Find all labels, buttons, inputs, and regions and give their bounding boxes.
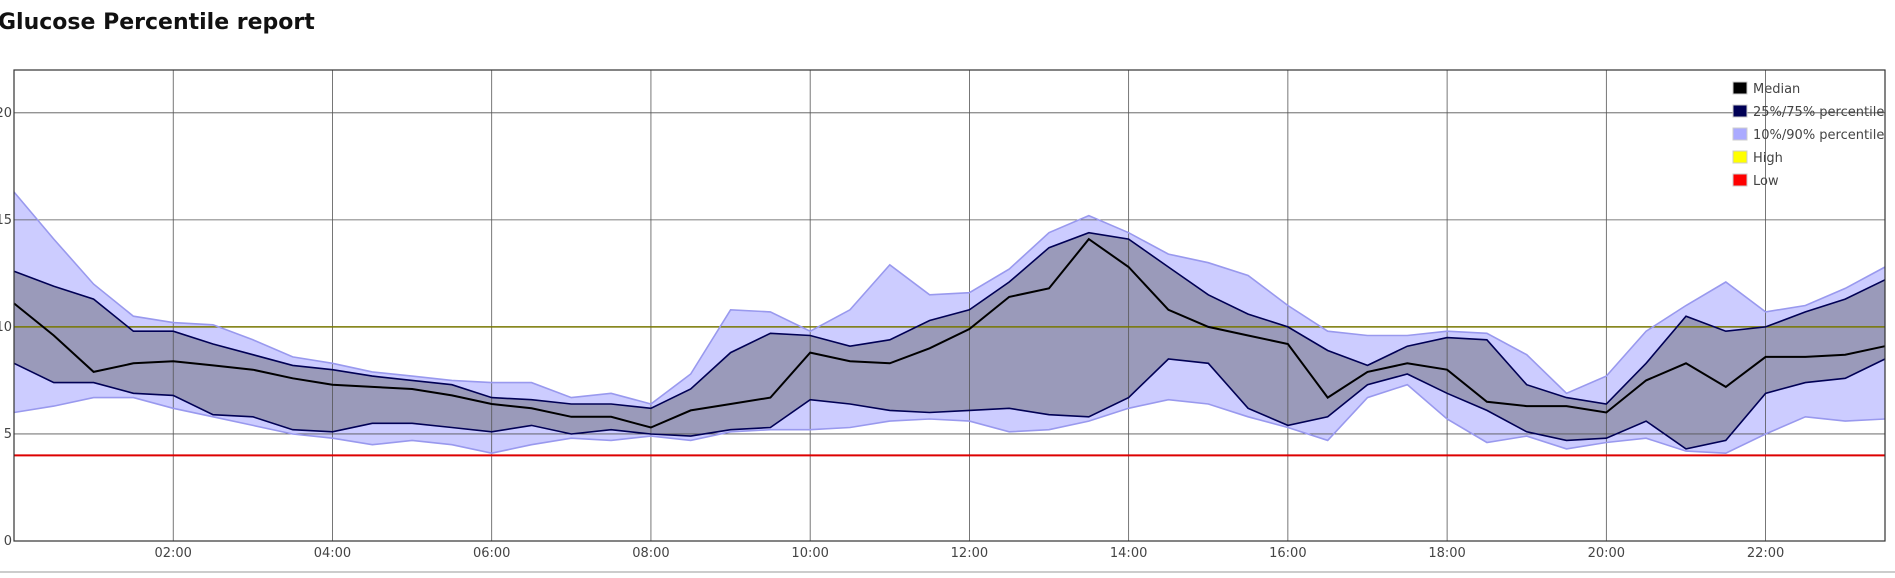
y-tick-label: 15 bbox=[0, 213, 12, 228]
p90-line bbox=[13, 191, 1886, 405]
page-title: Glucose Percentile report bbox=[0, 10, 315, 35]
p10-line bbox=[13, 383, 1886, 455]
legend: Median 25%/75% percentile 10%/90% percenti… bbox=[1732, 81, 1884, 189]
legend-label: High bbox=[1753, 151, 1783, 166]
x-tick-label: 04:00 bbox=[314, 546, 351, 561]
legend-label: 25%/75% percentile bbox=[1753, 105, 1884, 120]
legend-label: 10%/90% percentile bbox=[1753, 128, 1884, 143]
y-tick-label: 0 bbox=[4, 534, 12, 549]
threshold-lines bbox=[14, 326, 1885, 457]
legend-item-p25_75: 25%/75% percentile bbox=[1732, 104, 1884, 120]
percentile-lines bbox=[13, 191, 1886, 455]
y-tick-label: 20 bbox=[0, 106, 12, 121]
plot-frame bbox=[13, 69, 1886, 542]
legend-item-low: Low bbox=[1732, 173, 1779, 189]
x-axis-ticks: 02:00 04:00 06:00 08:00 10:00 12:00 14:00 16:00… bbox=[154, 546, 1784, 561]
x-tick-label: 14:00 bbox=[1110, 546, 1147, 561]
x-tick-label: 12:00 bbox=[951, 546, 988, 561]
legend-swatch bbox=[1732, 150, 1748, 164]
legend-label: Low bbox=[1753, 174, 1779, 189]
p25-line bbox=[13, 358, 1886, 450]
y-tick-label: 10 bbox=[0, 320, 12, 335]
y-axis-ticks: 0 5 10 15 20 bbox=[0, 106, 12, 549]
median-line bbox=[13, 237, 1886, 429]
legend-item-median: Median bbox=[1732, 81, 1800, 97]
legend-swatch bbox=[1732, 173, 1748, 187]
legend-label: Median bbox=[1753, 82, 1800, 97]
x-tick-label: 22:00 bbox=[1747, 546, 1784, 561]
x-tick-label: 10:00 bbox=[791, 546, 828, 561]
x-tick-label: 06:00 bbox=[473, 546, 510, 561]
legend-item-p10_90: 10%/90% percentile bbox=[1732, 127, 1884, 143]
legend-swatch bbox=[1732, 81, 1748, 95]
x-tick-label: 16:00 bbox=[1269, 546, 1306, 561]
y-tick-label: 5 bbox=[4, 427, 12, 442]
x-tick-label: 02:00 bbox=[154, 546, 191, 561]
p75-line bbox=[13, 231, 1886, 410]
x-tick-label: 08:00 bbox=[632, 546, 669, 561]
legend-item-high: High bbox=[1732, 150, 1783, 166]
x-tick-label: 18:00 bbox=[1428, 546, 1465, 561]
x-tick-label: 20:00 bbox=[1588, 546, 1625, 561]
legend-swatch bbox=[1732, 104, 1748, 118]
legend-swatch bbox=[1732, 127, 1748, 141]
